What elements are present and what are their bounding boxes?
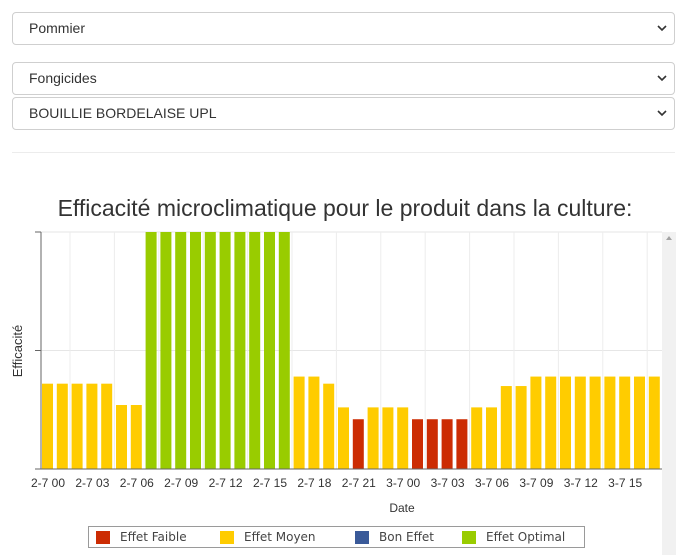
chart-bar <box>619 376 631 469</box>
chart-bar <box>56 383 68 469</box>
x-tick-label: 3-7 00 <box>386 476 420 490</box>
chart-bar <box>160 232 172 469</box>
chart-bar <box>515 386 527 469</box>
chart-bar <box>352 419 364 469</box>
chart-bar <box>101 383 113 469</box>
category-select[interactable]: Fongicides <box>12 62 675 95</box>
chart-scrollbar[interactable] <box>662 232 676 555</box>
chart-bar <box>249 232 261 469</box>
chart-bar <box>308 376 320 469</box>
chart-bar <box>560 376 571 469</box>
x-tick-label: 2-7 21 <box>342 476 376 490</box>
x-tick-label: 2-7 18 <box>297 476 331 490</box>
legend-swatch-bon <box>355 531 369 544</box>
chart-bar <box>604 376 616 469</box>
x-tick-label: 3-7 12 <box>564 476 598 490</box>
chart-bar <box>426 419 438 469</box>
crop-select[interactable]: Pommier <box>12 12 675 45</box>
chart-bar <box>130 405 142 469</box>
chart-bar <box>634 376 645 469</box>
chart-bar <box>190 232 201 469</box>
legend-swatch-faible <box>96 531 110 544</box>
product-select-value: BOUILLIE BORDELAISE UPL <box>29 105 217 121</box>
x-tick-label: 2-7 00 <box>31 476 65 490</box>
chevron-down-icon <box>657 110 667 117</box>
chart-bar <box>530 376 542 469</box>
chart-bar <box>42 383 53 469</box>
x-tick-label: 3-7 03 <box>431 476 465 490</box>
y-axis-label: Efficacité <box>10 325 25 378</box>
chart-bar <box>441 419 453 469</box>
legend-label: Effet Moyen <box>244 530 316 544</box>
chart-bar <box>323 383 335 469</box>
chart-legend: Effet Faible Effet Moyen Bon Effet Effet… <box>88 526 585 548</box>
legend-label: Effet Optimal <box>486 530 566 544</box>
chart-bar <box>471 407 483 469</box>
chart-bar <box>204 232 216 469</box>
chart-bar <box>456 419 468 469</box>
category-select-value: Fongicides <box>29 70 97 86</box>
x-tick-label: 2-7 12 <box>209 476 243 490</box>
chart-bar <box>175 232 187 469</box>
chart-bar <box>574 376 586 469</box>
chart-bar <box>545 376 557 469</box>
chart-title: Efficacité microclimatique pour le produ… <box>57 195 633 221</box>
legend-swatch-moyen <box>220 531 234 544</box>
x-tick-label: 2-7 15 <box>253 476 287 490</box>
chart-bar <box>219 232 231 469</box>
chart-bar <box>145 232 157 469</box>
x-tick-label: 3-7 06 <box>475 476 509 490</box>
chart-bar <box>86 383 98 469</box>
chevron-down-icon <box>657 25 667 32</box>
chart-bar <box>116 405 127 469</box>
scroll-up-icon[interactable] <box>666 236 672 240</box>
x-tick-label: 2-7 03 <box>75 476 109 490</box>
section-divider <box>12 152 675 153</box>
chevron-down-icon <box>657 75 667 82</box>
chart-bar <box>486 407 497 469</box>
x-axis-label: Date <box>389 501 415 515</box>
chart-bar <box>397 407 409 469</box>
crop-select-value: Pommier <box>29 20 86 36</box>
legend-swatch-optimal <box>462 531 476 544</box>
efficacy-chart: 2-7 00 2-7 03 2-7 06 2-7 09 2-7 12 2-7 15 2-7 … <box>10 231 662 515</box>
legend-label: Bon Effet <box>379 530 434 544</box>
x-tick-label: 3-7 15 <box>608 476 642 490</box>
product-select[interactable]: BOUILLIE BORDELAISE UPL <box>12 97 675 130</box>
chart-bar <box>500 386 512 469</box>
chart-bar <box>382 407 394 469</box>
x-tick-label: 2-7 09 <box>164 476 198 490</box>
x-tick-label: 3-7 09 <box>519 476 553 490</box>
chart-bar <box>264 232 275 469</box>
chart-bar <box>648 376 660 469</box>
chart-bar <box>367 407 379 469</box>
chart-bar <box>234 232 246 469</box>
x-tick-label: 2-7 06 <box>120 476 154 490</box>
chart-bar <box>589 376 601 469</box>
legend-label: Effet Faible <box>120 530 187 544</box>
chart-bar <box>412 419 423 469</box>
chart-bar <box>293 376 305 469</box>
chart-bar <box>71 383 83 469</box>
chart-bar <box>278 232 290 469</box>
chart-bar <box>338 407 349 469</box>
